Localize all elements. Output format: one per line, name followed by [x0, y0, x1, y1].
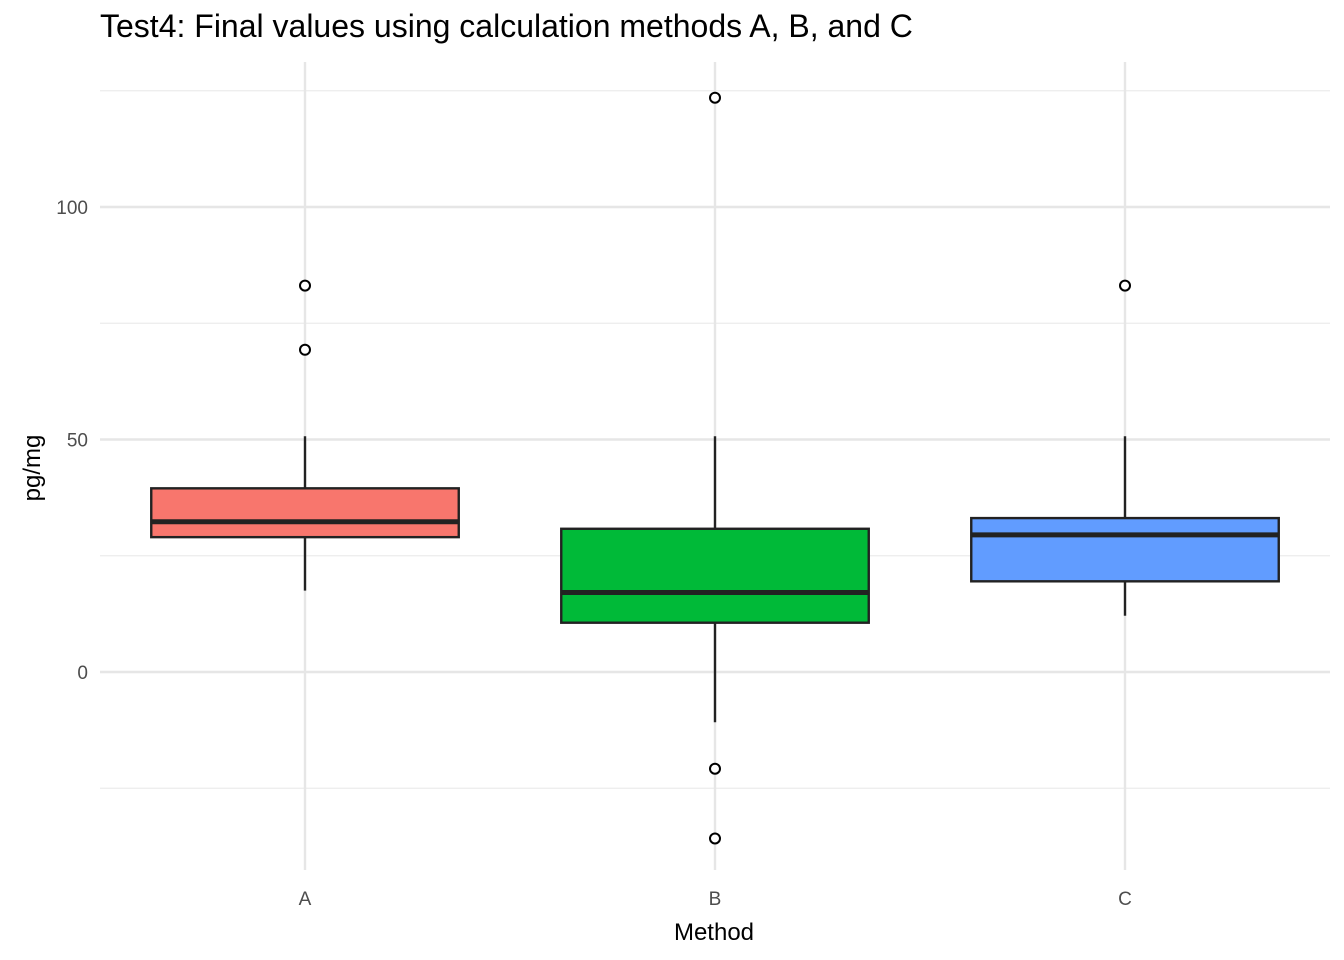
outlier-point — [709, 832, 721, 845]
x-tick-label: B — [709, 889, 722, 910]
box-body — [970, 516, 1280, 583]
chart-title: Test4: Final values using calculation me… — [100, 8, 913, 44]
x-axis-title: Method — [674, 919, 754, 946]
boxes — [150, 91, 1280, 845]
outlier-point — [299, 343, 311, 356]
box-A — [150, 279, 460, 591]
axes: Method pg/mg 0 50 100 A B C — [19, 198, 1132, 946]
outlier-point — [709, 762, 721, 775]
outlier-point — [1119, 279, 1131, 292]
box-C — [970, 279, 1280, 616]
x-tick-label: A — [299, 889, 312, 910]
x-tick-label: C — [1118, 889, 1132, 910]
y-tick-label: 0 — [77, 663, 88, 684]
y-axis-title: pg/mg — [19, 435, 46, 502]
box-body — [560, 527, 870, 624]
outlier-point — [709, 91, 721, 104]
y-tick-label: 50 — [67, 431, 88, 452]
y-tick-label: 100 — [56, 198, 88, 219]
outlier-point — [299, 279, 311, 292]
box-body — [150, 487, 460, 539]
box-B — [560, 91, 870, 845]
